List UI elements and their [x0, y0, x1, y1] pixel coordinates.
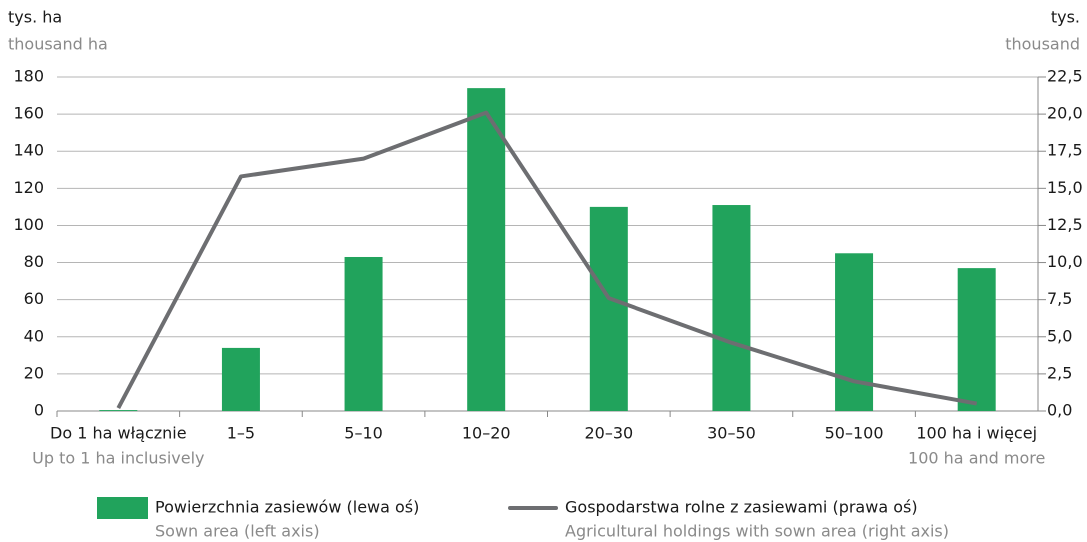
y2-tick-label: 17,5 — [1047, 141, 1083, 160]
y-axis-label-en: thousand ha — [8, 35, 108, 54]
y-tick-label: 140 — [13, 141, 44, 160]
x-tick-label: Do 1 ha włącznie — [50, 424, 187, 443]
y-tick-label: 60 — [24, 289, 44, 308]
x-tick-label: 20–30 — [584, 424, 633, 443]
y2-tick-label: 10,0 — [1047, 252, 1083, 271]
bar — [99, 410, 138, 411]
y-tick-label: 100 — [13, 215, 44, 234]
legend-label-en: Sown area (left axis) — [155, 522, 320, 541]
line — [116, 110, 978, 409]
y2-tick-label: 2,5 — [1047, 363, 1072, 382]
bar — [957, 268, 996, 411]
y2-tick-label: 0,0 — [1047, 401, 1072, 420]
bar — [467, 88, 506, 411]
legend-label-en: Agricultural holdings with sown area (ri… — [565, 522, 949, 541]
y-tick-label: 40 — [24, 326, 44, 345]
bar — [344, 256, 383, 411]
y2-axis-label-en: thousand — [1005, 35, 1080, 54]
y2-tick-label: 12,5 — [1047, 215, 1083, 234]
x-tick-label: 5–10 — [344, 424, 383, 443]
x-tick-label: 1–5 — [227, 424, 255, 443]
y-tick-label: 120 — [13, 178, 44, 197]
y-axis-label: tys. ha — [8, 8, 62, 27]
y-tick-label: 0 — [34, 401, 44, 420]
x-tick-label-en: 100 ha and more — [908, 449, 1045, 468]
bar — [835, 253, 874, 411]
legend-label: Powierzchnia zasiewów (lewa oś) — [155, 498, 419, 517]
x-tick-label-en: Up to 1 ha inclusively — [32, 449, 204, 468]
y2-axis-label: tys. — [1051, 8, 1080, 27]
y-tick-label: 180 — [13, 67, 44, 86]
legend-label: Gospodarstwa rolne z zasiewami (prawa oś… — [565, 498, 918, 517]
bar — [221, 347, 260, 411]
x-tick-label: 10–20 — [462, 424, 511, 443]
y2-tick-label: 7,5 — [1047, 289, 1072, 308]
y-tick-label: 20 — [24, 363, 44, 382]
x-tick-label: 30–50 — [707, 424, 756, 443]
x-tick-label: 50–100 — [825, 424, 884, 443]
y2-tick-label: 22,5 — [1047, 67, 1083, 86]
y-tick-label: 80 — [24, 252, 44, 271]
bar — [712, 205, 751, 411]
y2-tick-label: 20,0 — [1047, 104, 1083, 123]
legend-swatch — [97, 497, 148, 519]
bar — [589, 206, 628, 411]
y-tick-label: 160 — [13, 104, 44, 123]
y2-tick-label: 15,0 — [1047, 178, 1083, 197]
x-tick-label: 100 ha i więcej — [916, 424, 1037, 443]
y2-tick-label: 5,0 — [1047, 326, 1072, 345]
